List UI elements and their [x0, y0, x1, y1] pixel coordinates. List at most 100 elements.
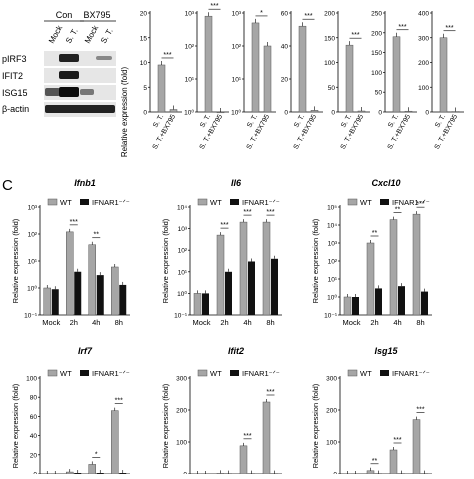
bar-wt	[111, 267, 118, 315]
bar-wt	[66, 232, 73, 315]
bar-wt	[111, 411, 118, 474]
category-label: Mock	[193, 318, 211, 327]
top-chart-bar	[311, 110, 318, 112]
top-chart-tick-label: 40	[281, 44, 289, 51]
panel-c-tick-label: 10²	[328, 259, 338, 266]
top-chart-tick-label: 100	[371, 70, 382, 77]
sig-label: ***	[266, 389, 274, 396]
panel-c-tick-label: 10²	[178, 248, 188, 255]
bar-wt	[240, 222, 247, 315]
bar-ko	[352, 297, 359, 315]
top-chart-tick-label: 0	[378, 110, 382, 117]
top-chart-sig-label: ***	[398, 24, 406, 31]
panel-c-tick-label: 200	[326, 408, 337, 415]
top-chart-tick-label: 10	[140, 60, 148, 67]
panel-c-tick-label: 300	[326, 376, 337, 383]
legend-swatch-wt	[198, 370, 207, 376]
blot-band-pirf3-bx-st	[96, 56, 112, 60]
top-chart-bar	[217, 112, 224, 113]
top-chart-sig-label: ***	[163, 52, 171, 59]
panel-c-tick-label: 10³	[328, 241, 338, 248]
category-label: 8h	[266, 318, 274, 327]
legend-swatch-wt	[348, 199, 357, 205]
top-chart-tick-label: 0	[284, 110, 288, 117]
legend-label-wt: WT	[60, 369, 72, 378]
panel-c-chart-title: Isg15	[374, 346, 398, 356]
bar-ko	[225, 272, 232, 315]
top-chart-tick-label: 10²	[232, 44, 242, 51]
top-chart-tick-label: 10¹	[185, 77, 195, 84]
sig-label: ***	[243, 433, 251, 440]
blot-row-label-isg15: ISG15	[2, 88, 28, 98]
top-chart-bar	[393, 37, 400, 112]
blot-strip-ifit2	[44, 68, 116, 83]
sig-label: ***	[393, 437, 401, 444]
top-chart-tick-label: 0	[331, 110, 335, 117]
panel-letter-c: C	[2, 177, 13, 194]
legend-swatch-ko	[230, 370, 239, 376]
bar-wt	[240, 446, 247, 474]
top-chart-tick-label: 200	[371, 30, 382, 37]
top-chart-sig-label: ***	[445, 25, 453, 32]
bar-ko	[271, 259, 278, 315]
blot-band-pirf3-st	[59, 54, 79, 62]
sig-label: **	[395, 207, 401, 214]
top-chart-tick-label: 150	[324, 35, 335, 42]
blot-group-bx795: BX795	[83, 10, 110, 20]
top-chart-tick-label: 10²	[185, 44, 195, 51]
panel-c-tick-label: 10⁰	[27, 285, 37, 293]
top-chart-bar	[170, 110, 177, 112]
blot-band-ifit2-st	[59, 71, 79, 79]
legend-swatch-ko	[80, 370, 89, 376]
panel-c-chart-title: Ifit2	[228, 346, 244, 356]
top-chart-tick-label: 10³	[185, 11, 195, 18]
bar-wt	[413, 420, 420, 474]
panel-c-tick-label: 10⁴	[177, 205, 187, 212]
bar-ko	[398, 286, 405, 315]
top-chart-sig-label: ***	[304, 13, 312, 20]
category-label: 2h	[220, 318, 228, 327]
panel-c-tick-label: 80	[30, 395, 38, 402]
blot-lane-1: Mock	[47, 23, 65, 45]
panel-c-ylabel: Relative expression (fold)	[11, 218, 20, 303]
legend-swatch-ko	[230, 199, 239, 205]
panel-c-tick-label: 10⁻¹	[324, 313, 338, 320]
legend-label-wt: WT	[210, 198, 222, 207]
top-chart-tick-label: 250	[371, 11, 382, 18]
panel-c-tick-label: 10¹	[328, 277, 338, 284]
legend-label-wt: WT	[60, 198, 72, 207]
bar-ko	[97, 275, 104, 315]
bar-ko	[248, 261, 255, 315]
sig-label: *	[95, 451, 98, 458]
blot-band-isg15-st	[59, 87, 79, 97]
top-chart-sig-label: ***	[210, 3, 218, 10]
blot-band-isg15-mock	[45, 88, 60, 96]
blot-row-label-actin: β-actin	[2, 104, 29, 114]
bar-wt	[263, 222, 270, 315]
panel-c-ylabel: Relative expression (fold)	[161, 218, 170, 303]
legend-label-ko: IFNAR1⁻ᐟ⁻	[242, 369, 280, 378]
category-label: Mock	[343, 318, 361, 327]
legend-swatch-wt	[198, 199, 207, 205]
panel-c-tick-label: 10³	[28, 205, 38, 212]
category-label: 8h	[115, 318, 123, 327]
sig-label: **	[372, 230, 378, 237]
top-chart-tick-label: 60	[281, 11, 289, 18]
sig-label: **	[94, 232, 100, 239]
blot-lane-3: Mock	[83, 23, 101, 45]
sig-label: ***	[416, 407, 424, 414]
panel-c-tick-label: 10³	[178, 226, 188, 233]
panel-c-tick-label: 20	[30, 452, 38, 459]
blot-lane-2: S. T.	[64, 27, 80, 45]
bar-wt	[194, 293, 201, 315]
panel-c-tick-label: 10¹	[28, 259, 38, 266]
bar-wt	[390, 220, 397, 315]
top-chart-sig-label: *	[260, 10, 263, 17]
panel-c-tick-label: 200	[176, 408, 187, 415]
